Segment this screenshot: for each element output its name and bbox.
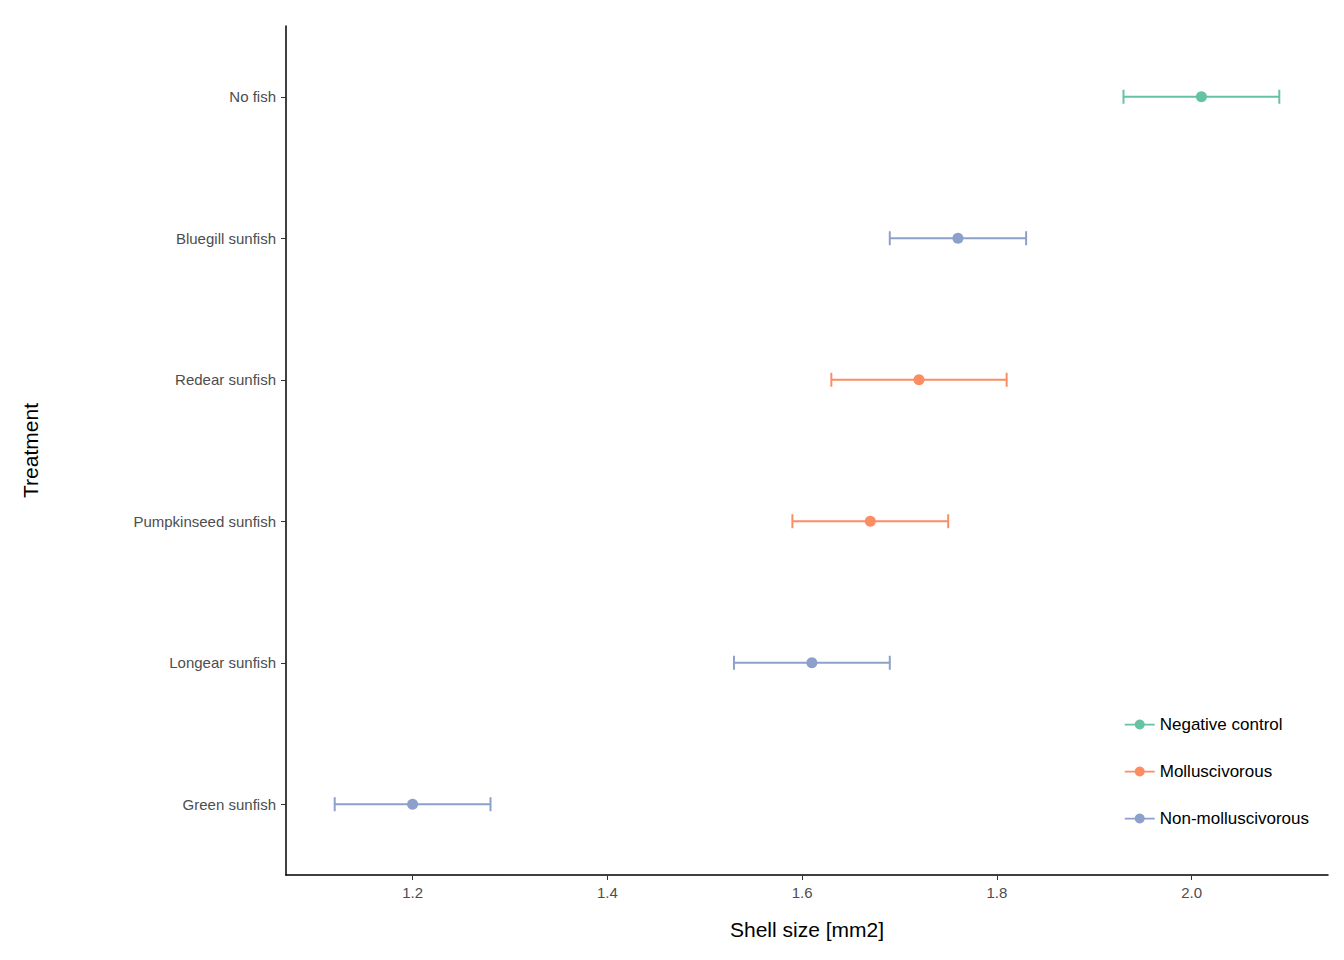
svg-text:Negative control: Negative control	[1160, 715, 1283, 734]
svg-text:Molluscivorous: Molluscivorous	[1160, 762, 1272, 781]
svg-text:Non-molluscivorous: Non-molluscivorous	[1160, 809, 1309, 828]
svg-text:2.0: 2.0	[1181, 884, 1202, 901]
svg-text:1.4: 1.4	[597, 884, 618, 901]
svg-text:Shell size [mm2]: Shell size [mm2]	[730, 918, 884, 941]
svg-text:Longear sunfish: Longear sunfish	[169, 654, 276, 671]
svg-text:Bluegill sunfish: Bluegill sunfish	[176, 230, 276, 247]
svg-text:1.8: 1.8	[986, 884, 1007, 901]
svg-text:1.2: 1.2	[402, 884, 423, 901]
svg-text:Pumpkinseed sunfish: Pumpkinseed sunfish	[133, 513, 276, 530]
svg-text:1.6: 1.6	[792, 884, 813, 901]
svg-text:No fish: No fish	[229, 88, 276, 105]
svg-text:Green sunfish: Green sunfish	[183, 796, 276, 813]
svg-text:Redear sunfish: Redear sunfish	[175, 371, 276, 388]
svg-text:Treatment: Treatment	[19, 403, 42, 498]
